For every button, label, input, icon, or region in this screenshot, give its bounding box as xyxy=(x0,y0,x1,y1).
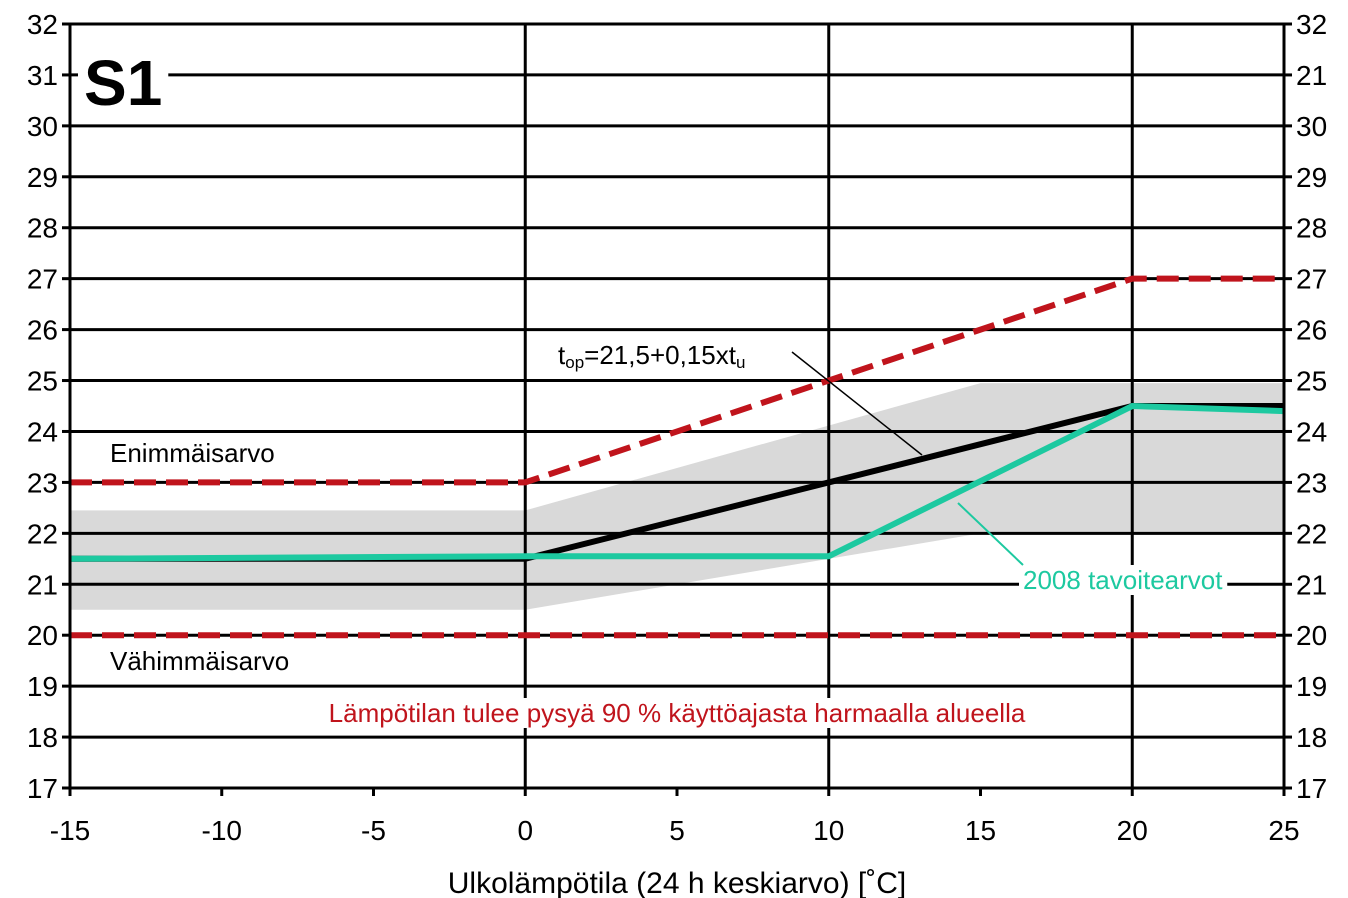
series-layer xyxy=(69,275,1285,639)
formula-sub1: op xyxy=(565,353,584,372)
x-tick-label: 15 xyxy=(965,815,996,846)
target-leader-line xyxy=(957,502,1024,566)
y-tick-label-left: 24 xyxy=(27,416,58,447)
gray-band-layer xyxy=(70,383,1284,610)
tick-label-layer: 17 18 19 20 21 22 23 24 25 26 27 28 29 30 31 32 17 18 19 20… xyxy=(27,9,1327,846)
target-label: 2008 tavoitearvot xyxy=(1023,565,1223,595)
band-note-background xyxy=(324,698,1030,728)
y-tick-label-right: 17 xyxy=(1296,773,1327,804)
min-label: Vähimmäisarvo xyxy=(110,646,289,676)
y-tick-label-left: 22 xyxy=(27,518,58,549)
y-tick-label-right: 28 xyxy=(1296,213,1327,244)
y-tick-label-right: 26 xyxy=(1296,315,1327,346)
formula-sub2: u xyxy=(736,353,745,372)
y-tick-label-right: 24 xyxy=(1296,416,1327,447)
y-tick-label-left: 20 xyxy=(27,620,58,651)
y-tick-label-right: 21 xyxy=(1296,60,1327,91)
panel-label: S1 xyxy=(84,47,162,119)
frame-layer xyxy=(62,22,1292,796)
formula-label-background xyxy=(554,340,750,372)
y-tick-label-right: 18 xyxy=(1296,722,1327,753)
formula-leader-line xyxy=(791,351,923,456)
y-tick-label-right: 22 xyxy=(1296,518,1327,549)
y-tick-label-left: 18 xyxy=(27,722,58,753)
y-tick-label-right: 27 xyxy=(1296,264,1327,295)
y-tick-label-right: 25 xyxy=(1296,366,1327,397)
y-tick-label-left: 31 xyxy=(27,60,58,91)
max-label: Enimmäisarvo xyxy=(110,438,275,468)
band-note: Lämpötilan tulee pysyä 90 % käyttöajasta… xyxy=(329,698,1026,728)
y-tick-label-left: 30 xyxy=(27,111,58,142)
target-label-background xyxy=(1019,565,1228,595)
y-tick-label-left: 25 xyxy=(27,366,58,397)
y-tick-label-right: 32 xyxy=(1296,9,1327,40)
x-tick-label: 10 xyxy=(813,815,844,846)
x-tick-label: 25 xyxy=(1268,815,1299,846)
formula-rest: =21,5+0,15xt xyxy=(584,340,737,370)
x-tick-label: -15 xyxy=(50,815,90,846)
y-tick-label-left: 21 xyxy=(27,569,58,600)
formula-main: t xyxy=(558,340,566,370)
x-tick-label: -10 xyxy=(202,815,242,846)
y-tick-label-right: 30 xyxy=(1296,111,1327,142)
y-tick-label-left: 17 xyxy=(27,773,58,804)
y-tick-label-left: 29 xyxy=(27,162,58,193)
series-line-3 xyxy=(69,402,1285,562)
y-tick-label-left: 28 xyxy=(27,213,58,244)
x-axis-label: Ulkolämpötila (24 h keskiarvo) [˚C] xyxy=(448,867,906,898)
gray-band xyxy=(70,383,1284,610)
y-tick-label-left: 26 xyxy=(27,315,58,346)
y-tick-label-right: 21 xyxy=(1296,569,1327,600)
y-tick-label-left: 19 xyxy=(27,671,58,702)
x-tick-label: 20 xyxy=(1117,815,1148,846)
formula-label: top=21,5+0,15xtu xyxy=(558,340,745,372)
y-tick-label-right: 23 xyxy=(1296,467,1327,498)
y-tick-label-left: 27 xyxy=(27,264,58,295)
x-tick-label: 5 xyxy=(669,815,685,846)
x-tick-label: 0 xyxy=(517,815,533,846)
x-tick-label: -5 xyxy=(361,815,386,846)
panel-label-background xyxy=(78,51,169,115)
y-tick-label-right: 29 xyxy=(1296,162,1327,193)
y-tick-label-right: 19 xyxy=(1296,671,1327,702)
y-tick-label-left: 23 xyxy=(27,467,58,498)
y-tick-label-right: 20 xyxy=(1296,620,1327,651)
y-tick-label-left: 32 xyxy=(27,9,58,40)
